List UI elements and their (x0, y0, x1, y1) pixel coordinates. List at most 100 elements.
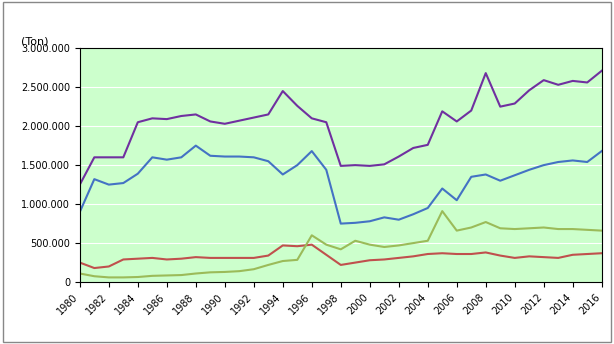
INDONESIA (366, 164, 373, 168)
PBS (337, 247, 344, 251)
INDONESIA (482, 71, 489, 75)
PR (583, 160, 591, 164)
PBS (410, 241, 417, 245)
PR (206, 154, 214, 158)
PBS (352, 239, 359, 243)
INDONESIA (438, 109, 446, 114)
PBS (120, 275, 127, 279)
PBN (91, 266, 98, 270)
PBS (424, 239, 432, 243)
PBN (293, 244, 301, 248)
PBN (569, 253, 577, 257)
PR (250, 155, 257, 159)
PBN (206, 256, 214, 260)
PR (76, 210, 84, 214)
INDONESIA (453, 119, 460, 123)
PR (453, 198, 460, 202)
Line: INDONESIA: INDONESIA (80, 71, 602, 185)
PBN (250, 256, 257, 260)
PBN (149, 256, 156, 260)
INDONESIA (424, 143, 432, 147)
PBN (366, 258, 373, 262)
PBN (381, 257, 388, 261)
INDONESIA (76, 183, 84, 187)
PBN (279, 243, 287, 247)
PBN (410, 254, 417, 258)
PR (149, 155, 156, 159)
PBN (438, 251, 446, 255)
INDONESIA (250, 116, 257, 120)
PBS (554, 227, 562, 231)
INDONESIA (163, 117, 171, 121)
INDONESIA (497, 105, 504, 109)
PBS (91, 274, 98, 278)
PBN (598, 251, 605, 255)
PBN (540, 255, 548, 259)
INDONESIA (192, 112, 200, 117)
PR (526, 168, 533, 172)
PBN (352, 260, 359, 265)
PR (554, 160, 562, 164)
INDONESIA (569, 79, 577, 83)
INDONESIA (540, 78, 548, 82)
PBS (250, 267, 257, 271)
PR (410, 212, 417, 216)
PBS (149, 274, 156, 278)
INDONESIA (467, 108, 475, 112)
PBS (177, 273, 185, 277)
PBS (395, 243, 402, 247)
PBS (76, 271, 84, 276)
PR (482, 172, 489, 176)
PR (236, 154, 243, 159)
PBS (540, 225, 548, 229)
PBS (381, 245, 388, 249)
INDONESIA (221, 122, 228, 126)
Text: (Ton): (Ton) (21, 36, 49, 46)
PBN (105, 265, 112, 269)
PBN (511, 256, 518, 260)
PR (322, 168, 330, 172)
INDONESIA (105, 155, 112, 159)
PBN (424, 252, 432, 256)
Line: PR: PR (80, 146, 602, 224)
PBN (177, 257, 185, 261)
INDONESIA (583, 80, 591, 85)
PBS (206, 270, 214, 275)
PR (293, 163, 301, 167)
PR (438, 186, 446, 191)
INDONESIA (598, 69, 605, 73)
PR (395, 218, 402, 222)
PBS (583, 228, 591, 232)
PR (424, 206, 432, 210)
PR (279, 172, 287, 176)
PBN (134, 257, 141, 261)
PR (134, 172, 141, 176)
PR (352, 221, 359, 225)
PBN (221, 256, 228, 260)
PBS (598, 228, 605, 233)
PBN (497, 254, 504, 258)
PR (497, 179, 504, 183)
PBS (279, 259, 287, 263)
PBS (482, 220, 489, 224)
INDONESIA (511, 101, 518, 106)
PR (598, 149, 605, 153)
INDONESIA (265, 112, 272, 117)
PBS (236, 269, 243, 273)
INDONESIA (279, 89, 287, 93)
PBS (526, 226, 533, 230)
PBN (583, 252, 591, 256)
PBN (163, 257, 171, 261)
INDONESIA (410, 146, 417, 150)
INDONESIA (352, 163, 359, 167)
PBN (265, 254, 272, 258)
PBN (467, 252, 475, 256)
PBN (395, 256, 402, 260)
PR (381, 215, 388, 219)
PBS (221, 270, 228, 274)
INDONESIA (206, 119, 214, 123)
PBN (554, 256, 562, 260)
PR (91, 177, 98, 181)
INDONESIA (120, 155, 127, 159)
INDONESIA (149, 116, 156, 120)
